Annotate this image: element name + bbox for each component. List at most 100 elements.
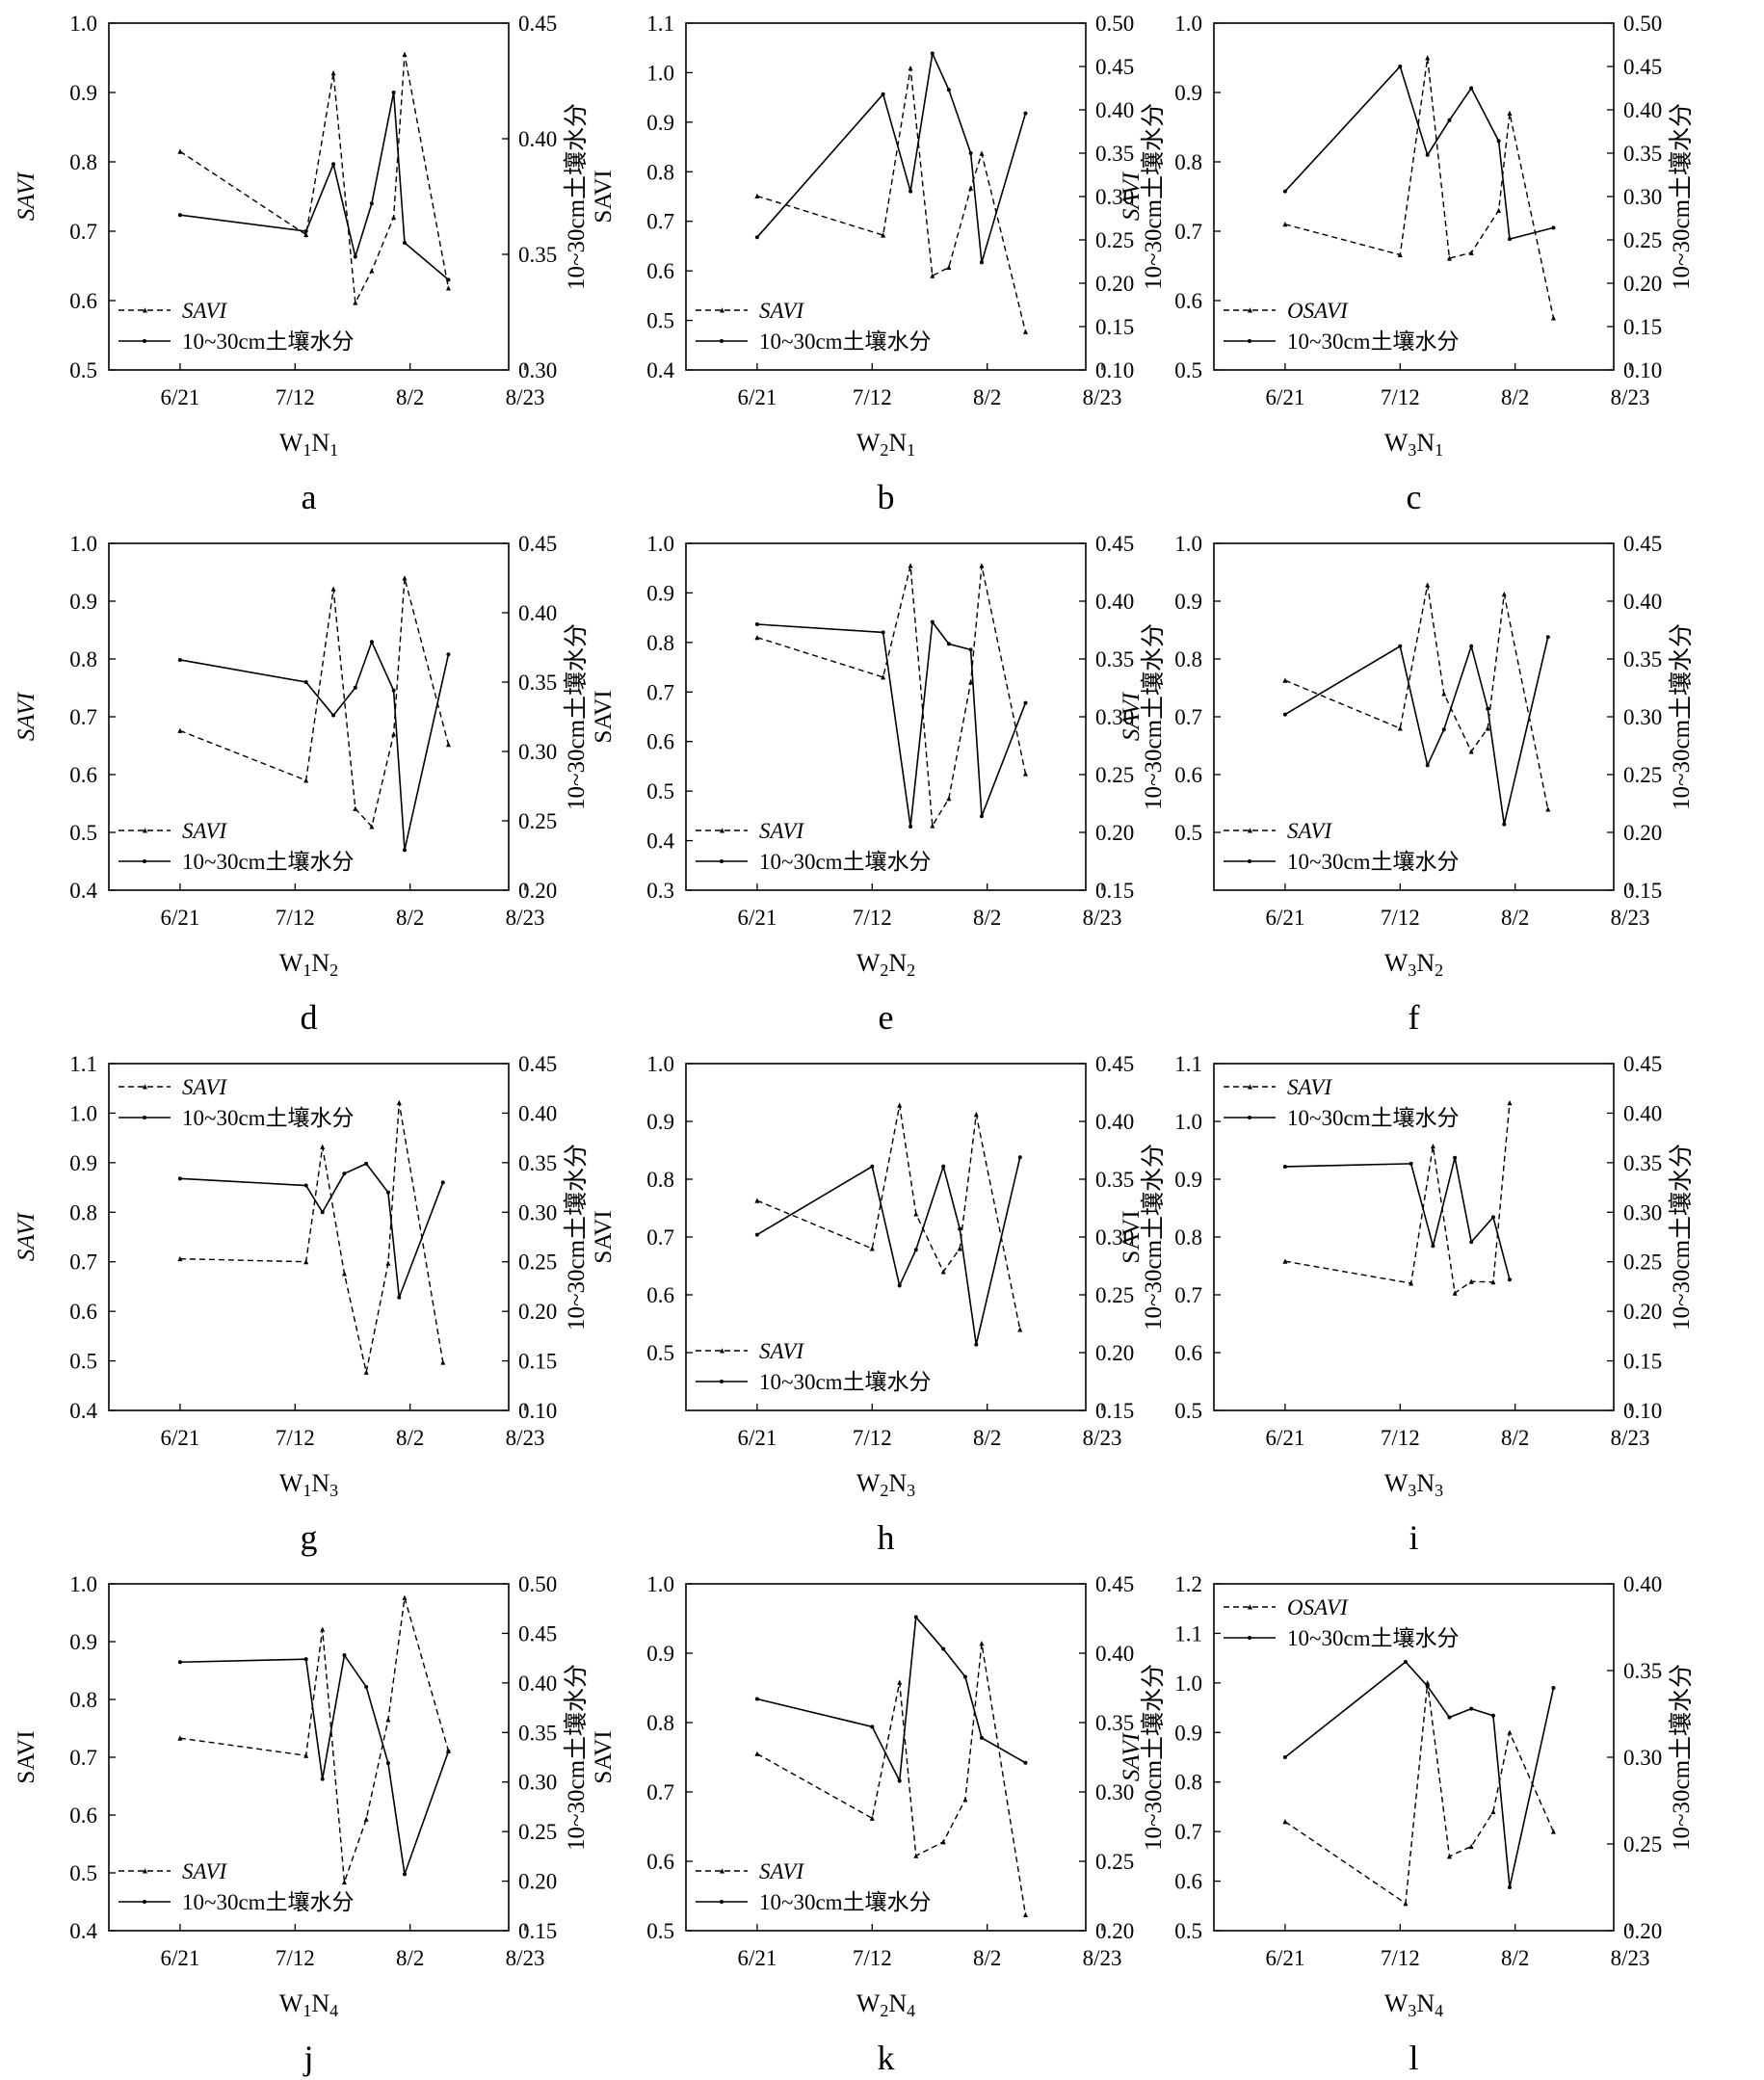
right-axis-label: 10~30cm土壤水分	[1140, 103, 1167, 290]
left-axis-label: SAVI	[1119, 1210, 1145, 1263]
x-axis-label-part: W	[1384, 1989, 1409, 2017]
moisture-point	[440, 1180, 445, 1185]
left-tick-label: 0.7	[69, 1746, 97, 1770]
x-tick-label: 8/2	[396, 1946, 424, 1970]
right-tick-label: 0.40	[1623, 590, 1662, 614]
savi-point	[1425, 582, 1431, 588]
left-tick-label: 0.5	[1174, 821, 1202, 845]
savi-point	[391, 214, 397, 221]
legend-moisture-marker	[1248, 339, 1251, 343]
moisture-point	[1023, 700, 1028, 705]
savi-point	[869, 1815, 875, 1821]
right-tick-label: 0.25	[1623, 1251, 1662, 1275]
savi-point	[973, 1112, 979, 1118]
x-axis-label: W2N2	[856, 949, 915, 980]
savi-point	[962, 1797, 968, 1803]
moisture-point	[1441, 727, 1446, 732]
left-tick-label: 0.6	[1174, 763, 1202, 787]
x-tick-label: 8/2	[1501, 385, 1529, 409]
x-tick-label: 7/12	[1381, 1426, 1420, 1450]
right-tick-label: 0.25	[1095, 1283, 1134, 1307]
plot-frame	[685, 1063, 1087, 1411]
moisture-point	[1431, 1244, 1435, 1249]
x-tick-label: 7/12	[1381, 1946, 1420, 1970]
legend-savi-label: OSAVI	[1287, 299, 1349, 323]
moisture-point	[1507, 1885, 1512, 1889]
moisture-point	[908, 825, 913, 829]
savi-series-line	[756, 565, 1027, 829]
savi-point	[1496, 207, 1502, 213]
moisture-point	[1469, 86, 1474, 91]
moisture-point	[941, 1164, 946, 1169]
left-axis-label: SAVI	[1119, 1731, 1145, 1781]
left-tick-label: 1.0	[646, 532, 674, 556]
x-axis-label-part: 4	[1435, 2001, 1443, 2020]
savi-point	[1507, 110, 1513, 117]
right-tick-label: 0.20	[1623, 821, 1662, 845]
moisture-point	[364, 1684, 369, 1689]
x-axis-label: W1N2	[279, 949, 338, 980]
left-tick-label: 0.8	[646, 160, 674, 184]
right-axis-label: 10~30cm土壤水分	[1140, 1664, 1167, 1851]
moisture-point	[1502, 822, 1507, 827]
x-axis-label-part: N	[1416, 949, 1435, 977]
panel-letter: a	[302, 478, 317, 516]
left-tick-label: 0.6	[69, 1804, 97, 1828]
right-axis-label: 10~30cm土壤水分	[563, 1144, 590, 1330]
left-tick-label: 1.1	[646, 12, 674, 36]
right-axis-label: 10~30cm土壤水分	[1140, 623, 1167, 810]
savi-point	[1468, 250, 1474, 255]
x-tick-label: 7/12	[276, 1426, 315, 1450]
savi-series-line	[756, 67, 1027, 332]
x-axis-label-part: N	[311, 949, 329, 977]
savi-point	[369, 824, 375, 829]
x-tick-label: 6/21	[160, 906, 199, 930]
savi-point	[1550, 1829, 1556, 1834]
savi-point	[1468, 1843, 1474, 1850]
savi-point	[1550, 315, 1556, 321]
left-tick-label: 0.4	[646, 829, 674, 854]
right-tick-label: 0.25	[1095, 228, 1134, 252]
savi-point	[754, 1751, 760, 1756]
left-tick-label: 0.3	[646, 879, 674, 903]
x-axis-label-part: W	[279, 1989, 303, 2017]
left-tick-label: 0.5	[646, 1341, 674, 1365]
savi-point	[1022, 771, 1028, 777]
savi-point	[1022, 1911, 1028, 1917]
left-tick-label: 0.7	[1174, 220, 1202, 244]
left-axis-label: SAVI	[13, 1730, 39, 1783]
moisture-point	[1469, 1240, 1474, 1245]
right-tick-label: 0.25	[1623, 1832, 1662, 1856]
savi-point	[957, 1246, 962, 1251]
plot-frame	[108, 1063, 510, 1411]
x-axis-label-part: 1	[303, 2001, 311, 2020]
plot-frame	[685, 22, 1087, 371]
right-tick-label: 0.30	[1623, 185, 1662, 209]
moisture-point	[1282, 1755, 1287, 1759]
moisture-point	[968, 151, 973, 155]
right-tick-label: 0.40	[1095, 1110, 1134, 1134]
right-tick-label: 0.35	[1623, 142, 1662, 166]
x-axis-label: W1N3	[279, 1469, 338, 1500]
savi-point	[320, 1144, 326, 1149]
right-tick-label: 0.35	[1095, 1168, 1134, 1192]
right-tick-label: 0.40	[1623, 98, 1662, 122]
right-tick-label: 0.35	[1095, 647, 1134, 671]
left-tick-label: 0.6	[69, 763, 97, 787]
moisture-point	[342, 1172, 347, 1176]
left-axis-label: SAVI	[591, 170, 617, 223]
moisture-point	[754, 235, 759, 240]
savi-point	[445, 742, 451, 748]
x-axis-label-part: 2	[329, 961, 338, 980]
moisture-point	[962, 1674, 967, 1679]
savi-point	[897, 1102, 903, 1108]
moisture-series-line	[1284, 1157, 1511, 1280]
right-tick-label: 0.15	[1095, 1399, 1134, 1423]
right-tick-label: 0.35	[518, 1721, 557, 1745]
left-tick-label: 1.1	[1174, 1621, 1202, 1646]
x-axis-label-part: 4	[907, 2001, 915, 2020]
moisture-point	[930, 619, 935, 624]
panel-b: 0.4 0.5 0.6 0.7 0.8 0.9 1.0 1.1 0.10 0.15 0.20 0.25…	[591, 12, 1167, 516]
left-tick-label: 0.6	[646, 259, 674, 283]
legend-savi-marker	[143, 1868, 147, 1874]
